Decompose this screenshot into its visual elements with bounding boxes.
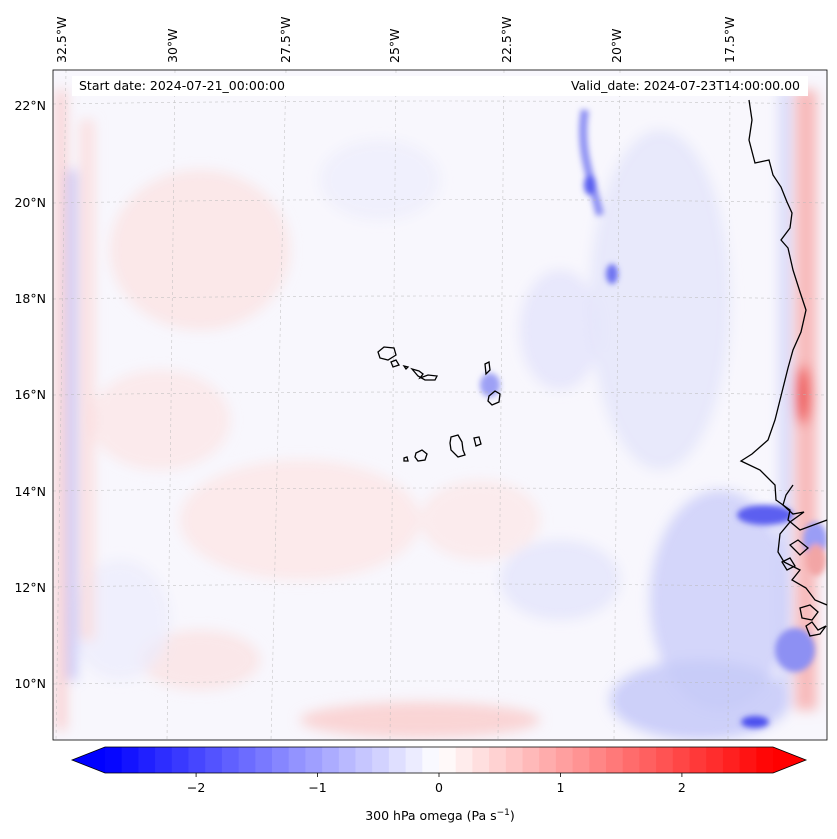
colorbar-cell xyxy=(756,747,774,773)
island-sao-nicolau xyxy=(410,367,438,381)
colorbar-extend-high xyxy=(773,747,806,773)
colorbar-cell xyxy=(522,747,540,773)
colorbar-tick-label: 0 xyxy=(435,780,443,795)
colorbar-cell xyxy=(221,747,240,773)
colorbar-cell xyxy=(606,747,624,773)
colorbar-tick-label: −1 xyxy=(308,780,326,795)
guinea-bissau-islands xyxy=(799,604,819,621)
colorbar-cell xyxy=(489,747,507,773)
island-fogo xyxy=(414,449,428,462)
lat-label: 16°N xyxy=(14,387,46,402)
colorbar-cell xyxy=(706,747,724,773)
colorbar: −2 −1 0 1 2 300 hPa omega (Pa s−1) xyxy=(70,746,808,823)
lon-label: 20°W xyxy=(609,28,624,63)
colorbar-extend-low xyxy=(72,747,105,773)
colorbar-cell xyxy=(355,747,373,773)
colorbar-cell xyxy=(272,747,290,773)
colorbar-cell xyxy=(105,747,123,773)
colorbar-cell xyxy=(572,747,590,773)
omega-field xyxy=(56,90,817,740)
colorbar-cell xyxy=(288,747,306,773)
date-banner xyxy=(72,76,808,96)
colorbar-cell xyxy=(455,747,473,773)
colorbar-cell xyxy=(622,747,640,773)
colorbar-cell xyxy=(739,747,757,773)
colorbar-cell xyxy=(672,747,691,773)
colorbar-outline xyxy=(70,746,808,774)
lon-labels: 32.5°W 30°W 27.5°W 25°W 22.5°W 20°W 17.5… xyxy=(54,17,737,63)
island-boa-vista xyxy=(487,390,501,406)
gridlines xyxy=(53,70,827,740)
colorbar-cell xyxy=(171,747,190,773)
colorbar-cell xyxy=(639,747,657,773)
lon-label: 22.5°W xyxy=(499,17,514,63)
africa-coastline xyxy=(739,99,827,531)
island-sal xyxy=(484,361,491,376)
island-santa-luzia xyxy=(402,364,410,371)
colorbar-cell xyxy=(305,747,323,773)
colorbar-cell xyxy=(555,747,574,773)
colorbar-tick-label: 1 xyxy=(556,780,564,795)
colorbar-ticks: −2 −1 0 1 2 xyxy=(187,773,686,795)
colorbar-cell xyxy=(472,747,490,773)
omega-field-strong xyxy=(480,109,827,728)
colorbar-tick-label: −2 xyxy=(187,780,205,795)
lon-label: 32.5°W xyxy=(54,17,69,63)
colorbar-cell xyxy=(388,747,407,773)
colorbar-cell xyxy=(138,747,156,773)
lat-label: 12°N xyxy=(14,580,46,595)
colorbar-cell xyxy=(322,747,340,773)
colorbar-cell xyxy=(539,747,557,773)
colorbar-cell xyxy=(689,747,707,773)
gambia-coast xyxy=(777,484,827,606)
colorbar-cell xyxy=(205,747,223,773)
lat-label: 20°N xyxy=(14,195,46,210)
colorbar-cell xyxy=(505,747,524,773)
start-date-label: Start date: 2024-07-21_00:00:00 xyxy=(79,78,285,93)
lon-label: 25°W xyxy=(387,28,402,63)
island-sao-vicente xyxy=(390,359,400,368)
colorbar-tick-label: 2 xyxy=(678,780,686,795)
island-santo-antao xyxy=(377,346,397,361)
colorbar-cell xyxy=(338,747,357,773)
lon-label: 30°W xyxy=(165,28,180,63)
lat-label: 14°N xyxy=(14,484,46,499)
valid-date-label: Valid_date: 2024-07-23T14:00:00.00 xyxy=(571,78,800,93)
colorbar-title: 300 hPa omega (Pa s−1) xyxy=(365,808,515,823)
lat-label: 18°N xyxy=(14,291,46,306)
lat-labels: 22°N 20°N 18°N 16°N 14°N 12°N 10°N xyxy=(14,98,46,691)
colorbar-cell xyxy=(656,747,674,773)
colorbar-cell xyxy=(372,747,390,773)
colorbar-cell xyxy=(255,747,273,773)
island-maio xyxy=(473,436,482,447)
colorbar-cell xyxy=(439,747,457,773)
island-santiago xyxy=(449,434,466,458)
colorbar-cell xyxy=(589,747,607,773)
colorbar-cell xyxy=(422,747,440,773)
island-brava xyxy=(403,456,409,462)
colorbar-cell xyxy=(238,747,256,773)
lon-label: 27.5°W xyxy=(278,17,293,63)
colorbar-cell xyxy=(188,747,206,773)
map-panel xyxy=(53,70,827,740)
map-frame xyxy=(52,69,828,741)
colorbar-cells xyxy=(105,747,774,773)
coastlines xyxy=(377,99,827,637)
colorbar-cell xyxy=(121,747,139,773)
lat-label: 10°N xyxy=(14,676,46,691)
lat-label: 22°N xyxy=(14,98,46,113)
colorbar-cell xyxy=(155,747,173,773)
lon-label: 17.5°W xyxy=(722,17,737,63)
colorbar-cell xyxy=(722,747,741,773)
colorbar-cell xyxy=(405,747,423,773)
